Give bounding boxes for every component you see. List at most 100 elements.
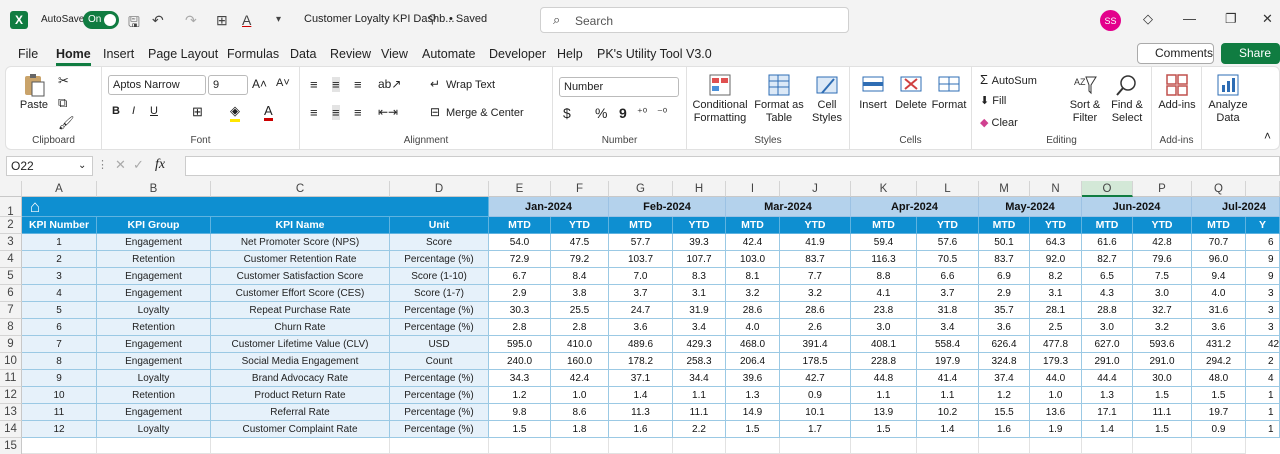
table-cell[interactable]: 627.0 (1082, 336, 1133, 353)
table-cell[interactable]: 0.9 (780, 387, 851, 404)
table-cell[interactable]: 3.1 (1030, 285, 1082, 302)
table-cell[interactable]: 4.3 (1082, 285, 1133, 302)
table-cell[interactable]: 10 (22, 387, 97, 404)
bold-icon[interactable]: B (112, 105, 120, 117)
column-header-B[interactable]: B (97, 181, 211, 197)
table-cell[interactable]: Percentage (%) (390, 251, 489, 268)
table-cell[interactable]: 1.1 (851, 387, 917, 404)
table-cell[interactable]: Churn Rate (211, 319, 390, 336)
empty-cell[interactable] (489, 438, 551, 454)
table-cell[interactable]: 2.2 (673, 421, 726, 438)
comments-button[interactable]: Comments (1137, 43, 1214, 64)
table-cell[interactable]: 6.9 (979, 268, 1030, 285)
search-box[interactable]: ⌕ Search (540, 7, 849, 33)
wrap-text-button[interactable]: Wrap Text (446, 79, 496, 91)
table-cell[interactable]: Social Media Engagement (211, 353, 390, 370)
table-cell[interactable]: 3 (1246, 302, 1280, 319)
align-bottom-icon[interactable]: ≡ (354, 77, 362, 92)
row-header-13[interactable]: 13 (0, 404, 22, 421)
table-cell[interactable]: 57.7 (609, 234, 673, 251)
table-cell[interactable]: 1.5 (489, 421, 551, 438)
table-cell[interactable]: 42.7 (780, 370, 851, 387)
table-cell[interactable]: Engagement (97, 336, 211, 353)
cut-icon[interactable]: ✂ (58, 73, 69, 88)
table-cell[interactable]: Score (1-7) (390, 285, 489, 302)
table-cell[interactable]: 39.3 (673, 234, 726, 251)
table-cell[interactable]: 48.0 (1192, 370, 1246, 387)
table-cell[interactable]: 70.5 (917, 251, 979, 268)
table-cell[interactable]: 391.4 (780, 336, 851, 353)
table-cell[interactable]: 4 (22, 285, 97, 302)
table-cell[interactable]: 3.6 (609, 319, 673, 336)
table-cell[interactable]: 1.4 (609, 387, 673, 404)
row-header-10[interactable]: 10 (0, 353, 22, 370)
table-cell[interactable]: 79.2 (551, 251, 609, 268)
tab-insert[interactable]: Insert (103, 47, 135, 61)
table-cell[interactable]: Percentage (%) (390, 421, 489, 438)
cell-styles-button[interactable]: Cell Styles (807, 73, 847, 125)
align-middle-icon[interactable]: ≡ (332, 77, 340, 92)
table-cell[interactable]: 2.5 (1030, 319, 1082, 336)
table-cell[interactable]: 44.0 (1030, 370, 1082, 387)
table-cell[interactable]: 116.3 (851, 251, 917, 268)
row-header-4[interactable]: 4 (0, 251, 22, 268)
table-cell[interactable]: 8.1 (726, 268, 780, 285)
column-header-I[interactable]: I (726, 181, 780, 197)
tab-home[interactable]: Home (56, 47, 91, 66)
table-cell[interactable]: 1.5 (1133, 421, 1192, 438)
table-cell[interactable]: 4.0 (1192, 285, 1246, 302)
tab-help[interactable]: Help (557, 47, 583, 61)
table-cell[interactable]: 50.1 (979, 234, 1030, 251)
row-header-9[interactable]: 9 (0, 336, 22, 353)
column-header-J[interactable]: J (780, 181, 851, 197)
table-cell[interactable]: 3 (1246, 319, 1280, 336)
table-cell[interactable]: 1.3 (726, 387, 780, 404)
table-cell[interactable]: Customer Lifetime Value (CLV) (211, 336, 390, 353)
table-cell[interactable]: 4 (1246, 370, 1280, 387)
table-cell[interactable]: 2.8 (551, 319, 609, 336)
align-right-icon[interactable]: ≡ (354, 105, 362, 120)
table-cell[interactable]: 31.9 (673, 302, 726, 319)
table-cell[interactable]: 1.4 (917, 421, 979, 438)
table-cell[interactable]: 19.7 (1192, 404, 1246, 421)
table-cell[interactable]: 258.3 (673, 353, 726, 370)
column-header-overflow[interactable] (1246, 181, 1280, 197)
table-cell[interactable]: 24.7 (609, 302, 673, 319)
table-cell[interactable]: 3.0 (851, 319, 917, 336)
table-cell[interactable]: Retention (97, 251, 211, 268)
column-header-H[interactable]: H (673, 181, 726, 197)
paste-button[interactable]: Paste (16, 73, 52, 112)
wrap-text-icon[interactable]: ↵ (430, 77, 441, 91)
table-cell[interactable]: 1.8 (551, 421, 609, 438)
row-header-8[interactable]: 8 (0, 319, 22, 336)
select-all-corner[interactable] (0, 181, 22, 197)
table-cell[interactable]: Loyalty (97, 421, 211, 438)
text-color-icon[interactable]: A (264, 103, 273, 121)
table-cell[interactable]: 1.0 (551, 387, 609, 404)
empty-cell[interactable] (726, 438, 780, 454)
table-cell[interactable]: 178.5 (780, 353, 851, 370)
table-cell[interactable]: 25.5 (551, 302, 609, 319)
table-cell[interactable]: 96.0 (1192, 251, 1246, 268)
table-cell[interactable]: 7.0 (609, 268, 673, 285)
table-cell[interactable]: 70.7 (1192, 234, 1246, 251)
table-cell[interactable]: 34.4 (673, 370, 726, 387)
table-cell[interactable]: 8.3 (673, 268, 726, 285)
tab-developer[interactable]: Developer (489, 47, 546, 61)
table-cell[interactable]: 4.1 (851, 285, 917, 302)
table-cell[interactable]: 468.0 (726, 336, 780, 353)
indent-icon[interactable]: ⇤⇥ (378, 105, 399, 119)
fill-button[interactable]: ⬇ Fill (980, 94, 1006, 107)
table-cell[interactable]: 1.6 (609, 421, 673, 438)
table-cell[interactable]: 3.2 (726, 285, 780, 302)
table-cell[interactable]: 28.6 (726, 302, 780, 319)
table-cell[interactable]: 28.1 (1030, 302, 1082, 319)
autosave-toggle[interactable]: On (83, 11, 119, 29)
name-box[interactable]: O22 (6, 156, 93, 176)
table-cell[interactable]: Loyalty (97, 370, 211, 387)
column-header-K[interactable]: K (851, 181, 917, 197)
table-cell[interactable]: 92.0 (1030, 251, 1082, 268)
table-cell[interactable]: 477.8 (1030, 336, 1082, 353)
table-cell[interactable]: 558.4 (917, 336, 979, 353)
column-header-G[interactable]: G (609, 181, 673, 197)
